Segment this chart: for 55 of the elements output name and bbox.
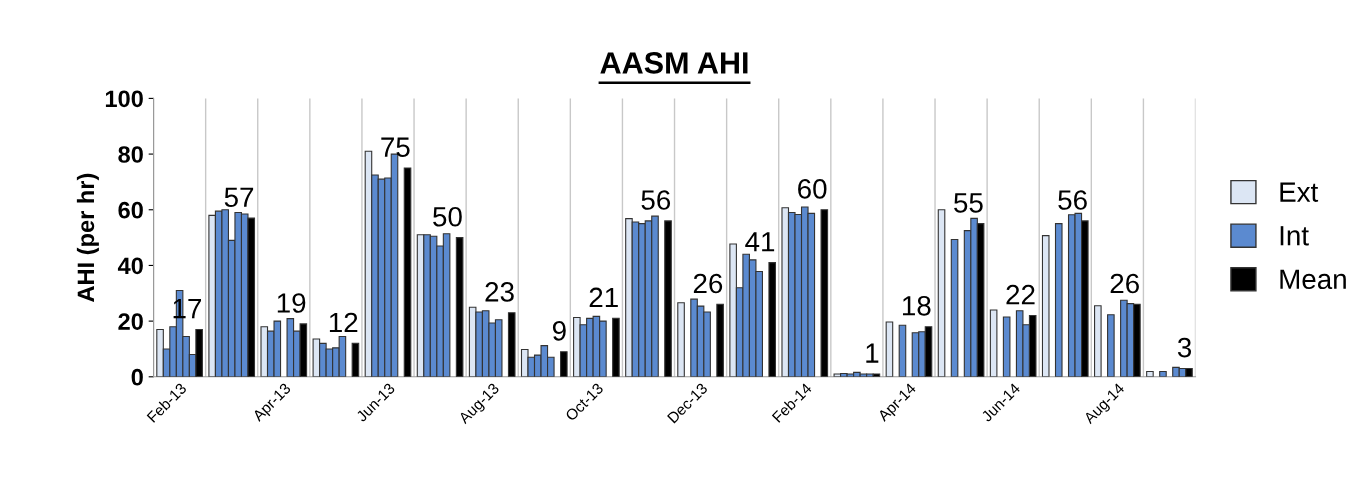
y-tick-label: 60: [118, 201, 143, 219]
data-label: 19: [277, 293, 306, 313]
legend-label: Int: [1280, 226, 1309, 246]
data-label: 26: [1110, 273, 1139, 294]
bar: [507, 312, 516, 377]
data-label: 3: [1177, 337, 1192, 358]
bar: [260, 326, 269, 377]
bar: [1054, 223, 1063, 377]
bar: [1002, 316, 1011, 377]
y-tick-label: 80: [118, 146, 143, 163]
data-label: 26: [693, 273, 723, 294]
bar: [677, 302, 685, 377]
data-label: 41: [745, 232, 775, 252]
legend-label: Mean: [1280, 269, 1346, 290]
chart-title: AASM AHI: [600, 52, 748, 74]
bar: [403, 167, 412, 377]
bar: [950, 238, 959, 377]
bar: [989, 309, 998, 377]
data-label: 1: [866, 343, 879, 363]
bar: [1146, 370, 1154, 377]
bar: [1159, 370, 1167, 377]
data-label: 9: [552, 321, 566, 341]
bar: [885, 321, 894, 377]
y-tick-label: 20: [118, 313, 143, 330]
bar: [286, 318, 295, 377]
bar: [898, 324, 907, 377]
data-label: 57: [224, 187, 254, 208]
legend-label: Ext: [1280, 182, 1319, 202]
data-label: 75: [381, 137, 410, 157]
data-label: 50: [433, 206, 462, 227]
bar: [560, 351, 568, 377]
y-tick-label: 40: [117, 257, 143, 275]
data-label: 56: [641, 190, 671, 210]
data-label: 22: [1006, 284, 1035, 305]
data-label: 23: [485, 282, 514, 302]
data-label: 56: [1058, 190, 1087, 210]
y-axis-title: AHI (per hr): [76, 173, 99, 302]
data-label: 21: [589, 287, 618, 308]
bar: [768, 262, 777, 377]
data-label: 18: [902, 295, 931, 316]
bar: [612, 317, 620, 377]
y-tick-label: 100: [105, 90, 143, 108]
bar: [716, 303, 724, 377]
bar: [937, 209, 946, 377]
data-label: 55: [954, 193, 983, 213]
data-label: 12: [329, 312, 358, 333]
y-tick-label: 0: [131, 368, 143, 386]
bar: [1041, 235, 1050, 377]
bar: [1094, 305, 1102, 377]
bar: [820, 209, 829, 377]
bar: [455, 237, 464, 377]
bar: [1107, 314, 1115, 377]
bar: [664, 220, 672, 377]
bar: [351, 342, 360, 377]
data-label: 60: [798, 179, 827, 199]
